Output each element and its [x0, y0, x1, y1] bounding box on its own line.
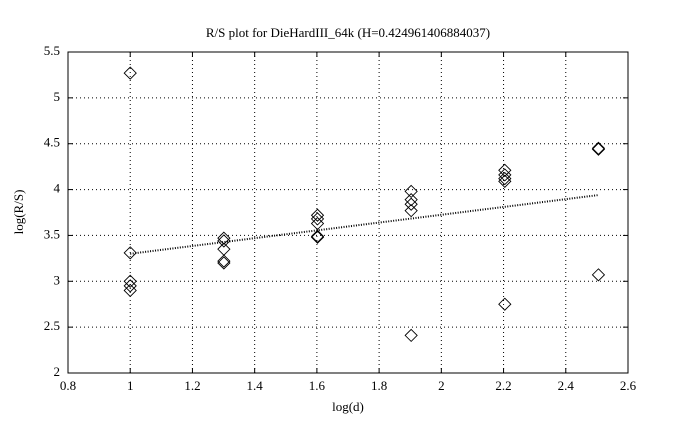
point: [123, 274, 137, 288]
y-axis-label: log(R/S): [11, 190, 26, 235]
x-tick-label: 1.2: [184, 378, 200, 393]
x-axis-label: log(d): [332, 399, 364, 414]
point: [310, 230, 325, 244]
chart-title: R/S plot for DieHardIII_64k (H=0.4249614…: [206, 25, 490, 40]
x-tick-label: 0.8: [60, 378, 76, 393]
y-tick-label: 2: [54, 364, 61, 379]
point: [217, 254, 231, 268]
point: [498, 174, 512, 188]
point: [591, 142, 606, 156]
y-tick-label: 3: [54, 272, 61, 287]
point: [498, 163, 512, 177]
point: [404, 328, 418, 343]
point: [123, 283, 137, 298]
point: [217, 231, 231, 245]
point: [123, 66, 137, 80]
point: [498, 168, 512, 182]
x-tick-label: 2.2: [495, 378, 511, 393]
point: [123, 246, 137, 260]
fit-line: [130, 194, 599, 255]
point: [217, 234, 231, 248]
plot-frame: [67, 51, 629, 374]
point: [404, 204, 418, 218]
point: [123, 279, 137, 293]
y-tick-label: 4.5: [44, 135, 60, 150]
point: [310, 216, 325, 231]
point: [404, 197, 418, 211]
x-tick-label: 1.6: [309, 378, 326, 393]
x-tick-label: 1.8: [371, 378, 387, 393]
x-tick-label: 1.4: [247, 378, 264, 393]
point: [217, 256, 231, 270]
y-tick-label: 5: [54, 89, 61, 104]
y-tick-label: 3.5: [44, 226, 60, 241]
y-tick-label: 2.5: [44, 318, 60, 333]
point: [310, 212, 325, 226]
y-tick-label: 5.5: [44, 43, 60, 58]
x-tick-label: 2: [438, 378, 445, 393]
point: [591, 141, 606, 155]
point: [591, 268, 606, 282]
x-tick-label: 1: [127, 378, 134, 393]
x-tick-label: 2.4: [558, 378, 575, 393]
point: [498, 171, 512, 186]
y-tick-label: 4: [54, 181, 61, 196]
x-tick-label: 2.6: [620, 378, 637, 393]
point: [404, 193, 418, 207]
point: [404, 184, 418, 199]
point: [310, 208, 325, 222]
point: [498, 297, 512, 311]
point: [310, 229, 325, 243]
